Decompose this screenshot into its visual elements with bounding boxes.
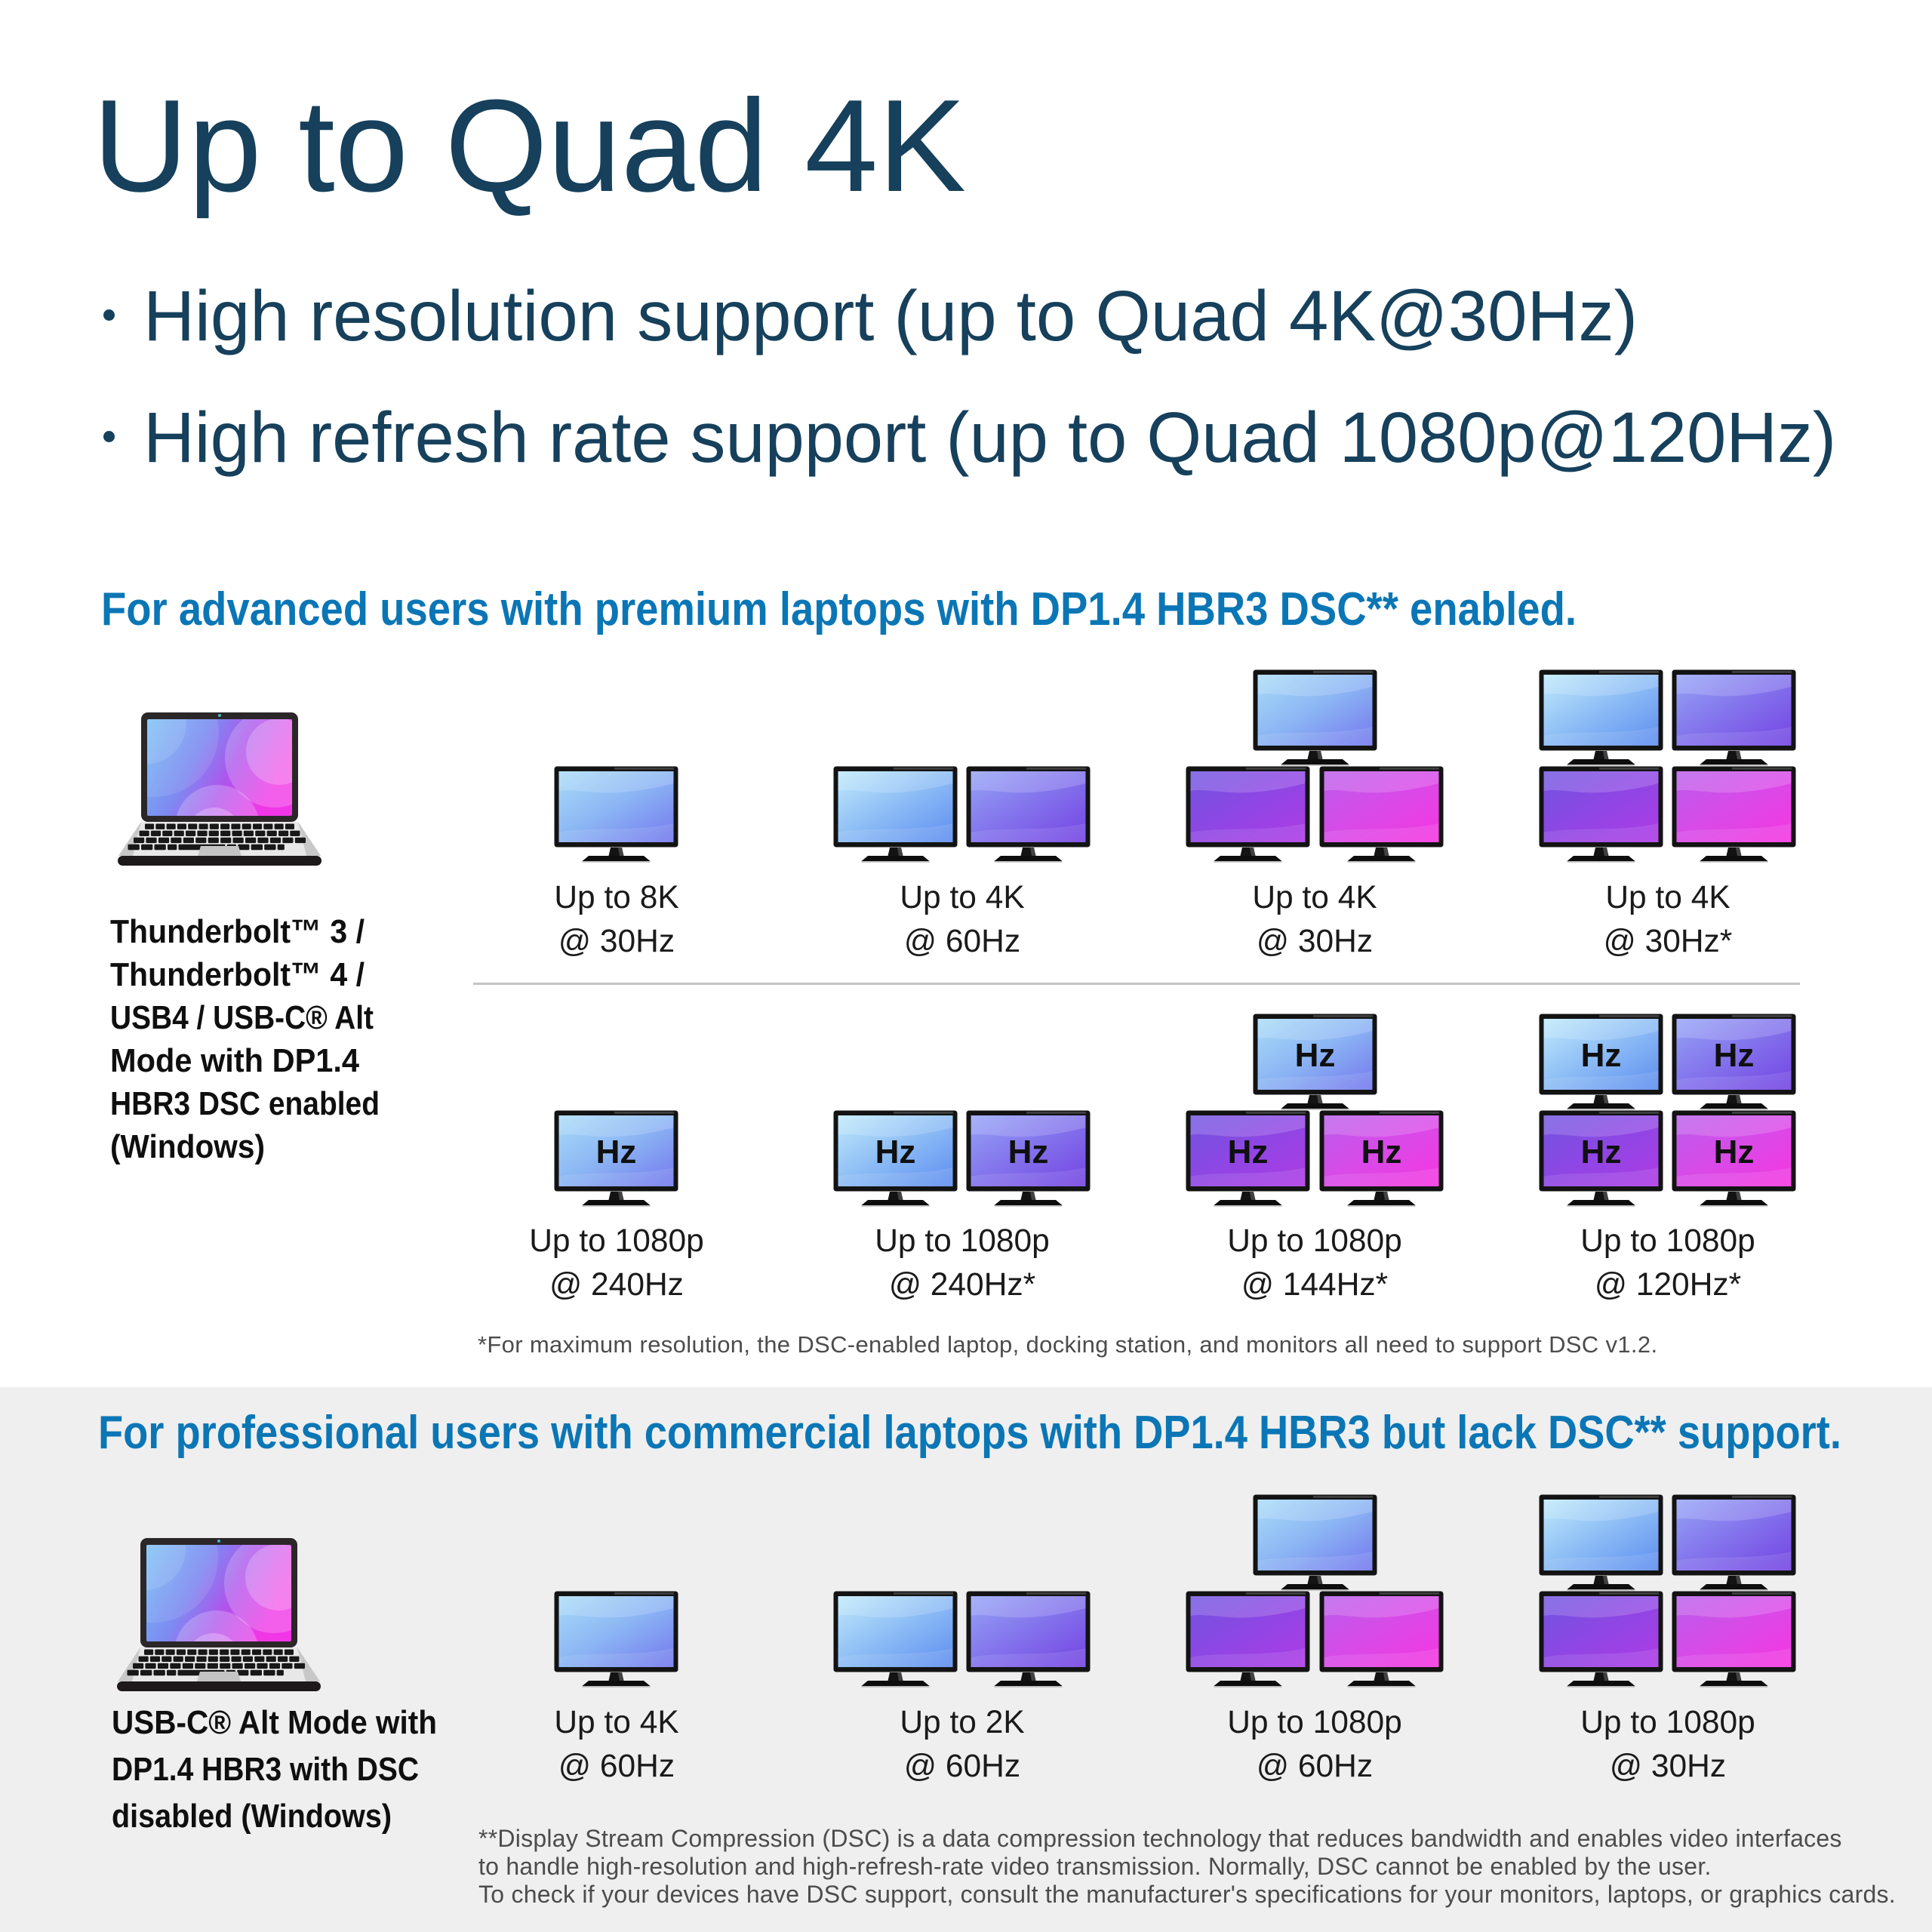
svg-text:Hz: Hz: [1361, 1134, 1402, 1171]
svg-text:Hz: Hz: [1581, 1037, 1622, 1074]
svg-text:Hz: Hz: [1228, 1134, 1269, 1171]
svg-text:Hz: Hz: [1714, 1134, 1755, 1171]
svg-text:Hz: Hz: [1714, 1037, 1755, 1074]
svg-text:Hz: Hz: [1008, 1134, 1049, 1171]
svg-text:Hz: Hz: [1294, 1037, 1335, 1074]
svg-text:Hz: Hz: [596, 1134, 637, 1171]
svg-text:Hz: Hz: [875, 1134, 916, 1171]
svg-text:Hz: Hz: [1581, 1134, 1622, 1171]
